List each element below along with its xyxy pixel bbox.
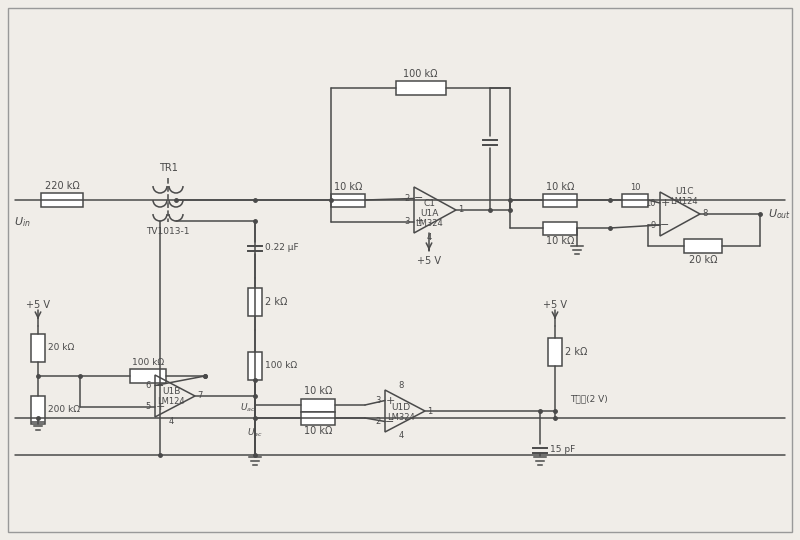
Text: U1B: U1B	[162, 388, 180, 396]
Text: 15 pF: 15 pF	[550, 446, 575, 455]
Text: 10 kΩ: 10 kΩ	[304, 427, 332, 436]
Bar	[543, 221, 577, 234]
Text: LM124: LM124	[670, 198, 698, 206]
Text: 9: 9	[650, 220, 656, 230]
Bar	[248, 352, 262, 380]
Text: 4: 4	[168, 416, 174, 426]
Bar	[395, 81, 446, 95]
Bar	[31, 396, 45, 424]
Text: 10: 10	[630, 183, 640, 192]
Text: LM324: LM324	[415, 219, 443, 227]
Text: 2 kΩ: 2 kΩ	[265, 297, 287, 307]
Text: 0.22 μF: 0.22 μF	[265, 244, 298, 253]
Text: 200 kΩ: 200 kΩ	[48, 406, 80, 415]
Text: 20 kΩ: 20 kΩ	[48, 343, 74, 353]
Bar	[31, 334, 45, 362]
Text: $U_{ac}$: $U_{ac}$	[240, 402, 256, 414]
Text: 4: 4	[426, 233, 432, 242]
Text: −: −	[660, 220, 670, 230]
Text: 2: 2	[376, 417, 381, 426]
Text: 2: 2	[405, 194, 410, 203]
Text: 1: 1	[427, 407, 432, 415]
Bar	[331, 193, 365, 206]
Text: 5: 5	[146, 402, 151, 411]
Text: 6: 6	[146, 381, 151, 390]
Text: $U_{out}$: $U_{out}$	[768, 207, 791, 221]
Text: −: −	[386, 416, 394, 427]
Text: −: −	[414, 193, 424, 204]
Text: 100 kΩ: 100 kΩ	[265, 361, 297, 370]
Text: +5 V: +5 V	[417, 256, 441, 266]
Text: 100 kΩ: 100 kΩ	[132, 358, 164, 367]
Text: +: +	[155, 402, 165, 411]
Text: $U_{ac}$: $U_{ac}$	[247, 427, 263, 439]
Text: LM124: LM124	[157, 397, 185, 407]
Text: +: +	[660, 198, 670, 208]
Text: 8: 8	[702, 210, 707, 219]
Text: 100 kΩ: 100 kΩ	[403, 69, 438, 79]
Text: 10 kΩ: 10 kΩ	[334, 181, 362, 192]
Text: 10 kΩ: 10 kΩ	[546, 181, 574, 192]
Text: 20 kΩ: 20 kΩ	[689, 255, 718, 265]
Text: +: +	[386, 395, 394, 406]
Text: T方波(2 V): T方波(2 V)	[570, 395, 608, 403]
Bar	[41, 193, 83, 207]
Text: U1C: U1C	[674, 187, 694, 197]
Bar	[301, 411, 335, 424]
Text: 2 kΩ: 2 kΩ	[565, 347, 587, 357]
Text: U1A: U1A	[420, 210, 438, 219]
Text: 10: 10	[646, 199, 656, 207]
Text: 8: 8	[398, 381, 404, 390]
Text: −: −	[155, 381, 165, 390]
Text: +: +	[414, 217, 424, 226]
Text: LM324: LM324	[387, 413, 415, 422]
Bar	[684, 239, 722, 253]
Bar	[130, 369, 166, 383]
Bar	[248, 288, 262, 316]
Text: +5 V: +5 V	[26, 300, 50, 310]
Bar	[543, 193, 577, 206]
Text: $U_{in}$: $U_{in}$	[14, 215, 30, 229]
Text: 220 kΩ: 220 kΩ	[45, 181, 79, 191]
Text: 3: 3	[376, 396, 381, 405]
Bar	[301, 399, 335, 411]
Text: 3: 3	[405, 217, 410, 226]
Text: U1D: U1D	[391, 402, 410, 411]
Text: 1: 1	[458, 206, 463, 214]
Text: 10 kΩ: 10 kΩ	[304, 387, 332, 396]
Text: TR1: TR1	[158, 163, 178, 173]
Bar	[622, 193, 648, 206]
Text: 4: 4	[398, 431, 404, 441]
Text: 10 kΩ: 10 kΩ	[546, 237, 574, 246]
Text: C1: C1	[423, 199, 435, 208]
Text: 7: 7	[197, 392, 202, 401]
Text: TV1013-1: TV1013-1	[146, 227, 190, 237]
Text: +5 V: +5 V	[543, 300, 567, 310]
Bar	[548, 338, 562, 366]
